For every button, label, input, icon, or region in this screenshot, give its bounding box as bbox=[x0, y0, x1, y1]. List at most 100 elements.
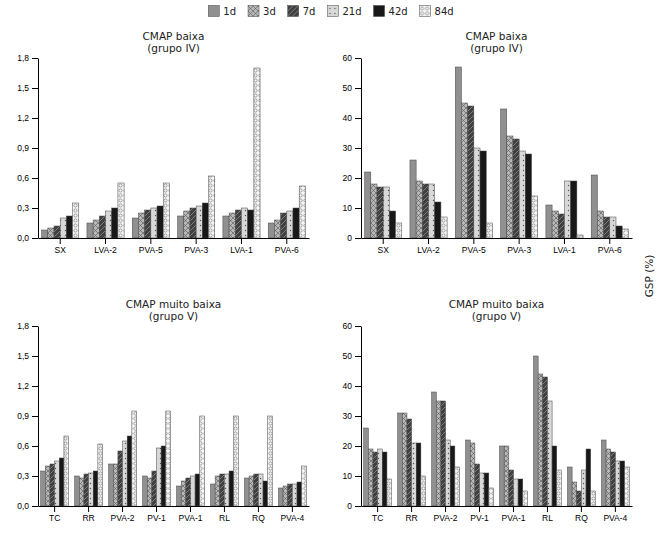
tick-mark bbox=[355, 178, 361, 179]
bar bbox=[378, 449, 383, 506]
bar bbox=[429, 184, 435, 238]
tick-label: 1,8 bbox=[17, 321, 29, 331]
tick-label: PVA-2 bbox=[434, 513, 458, 523]
x-axis: TCRRPVA-2PV-1PVA-1RLRQPVA-4 bbox=[362, 506, 633, 523]
bar bbox=[93, 471, 98, 506]
bar bbox=[113, 464, 118, 506]
tick: PVA-6 bbox=[275, 238, 299, 255]
bar bbox=[202, 203, 208, 238]
bar bbox=[254, 474, 259, 506]
bar-series bbox=[73, 68, 306, 238]
bar bbox=[567, 467, 572, 506]
axis-line bbox=[361, 327, 362, 507]
legend-swatch bbox=[374, 6, 385, 17]
bar bbox=[79, 478, 84, 506]
tick: 10 bbox=[343, 203, 361, 213]
legend-item: 42d bbox=[374, 6, 408, 17]
bar bbox=[489, 488, 494, 506]
panel: TCRRPVA-2PV-1PVA-1RLRQPVA-40102030405060… bbox=[343, 298, 633, 523]
bar bbox=[396, 223, 402, 238]
bar bbox=[416, 443, 421, 506]
tick-mark bbox=[54, 506, 55, 512]
tick-label: 1,2 bbox=[17, 113, 29, 123]
bar bbox=[258, 474, 263, 506]
legend-swatch bbox=[420, 6, 431, 17]
bar bbox=[151, 208, 157, 238]
legend-item: 3d bbox=[248, 6, 276, 17]
bar bbox=[254, 68, 260, 238]
tick: 30 bbox=[343, 143, 361, 153]
bar bbox=[55, 461, 60, 506]
tick-label: SX bbox=[55, 245, 67, 255]
axis-line bbox=[39, 238, 310, 239]
bar bbox=[610, 217, 616, 238]
bar bbox=[470, 443, 475, 506]
bar bbox=[387, 479, 392, 506]
bar bbox=[525, 154, 531, 238]
tick-mark bbox=[355, 118, 361, 119]
bar bbox=[177, 486, 182, 506]
title: CMAP baixa(grupo IV) bbox=[143, 30, 205, 54]
bar-series bbox=[377, 106, 610, 238]
tick: 10 bbox=[343, 471, 361, 481]
tick-mark bbox=[519, 238, 520, 244]
bar bbox=[532, 196, 538, 238]
tick-mark bbox=[355, 208, 361, 209]
tick-mark bbox=[377, 506, 378, 512]
tick-label: TC bbox=[49, 513, 60, 523]
tick-label: PVA-6 bbox=[598, 245, 622, 255]
tick-mark bbox=[32, 326, 38, 327]
tick-label: 0,9 bbox=[17, 411, 29, 421]
bar bbox=[480, 473, 485, 506]
tick-mark bbox=[60, 238, 61, 244]
bar bbox=[161, 446, 166, 506]
bar bbox=[45, 466, 50, 506]
tick-label: 0,6 bbox=[17, 173, 29, 183]
tick-label: RL bbox=[542, 513, 553, 523]
tick-label: PVA-2 bbox=[111, 513, 135, 523]
bar bbox=[547, 401, 552, 506]
tick-label: 0,0 bbox=[17, 233, 29, 243]
bar bbox=[209, 176, 215, 238]
bar bbox=[450, 446, 455, 506]
legend-swatch bbox=[208, 6, 219, 17]
bar bbox=[371, 184, 377, 238]
bar bbox=[557, 470, 562, 506]
bar bbox=[241, 208, 247, 238]
tick-label: 10 bbox=[343, 471, 353, 481]
bar bbox=[435, 202, 441, 238]
tick-label: RQ bbox=[252, 513, 265, 523]
tick: PVA-5 bbox=[462, 238, 486, 255]
tick: 0 bbox=[347, 233, 361, 243]
axis-line bbox=[39, 506, 310, 507]
bars bbox=[41, 411, 307, 506]
tick-label: 10 bbox=[343, 203, 353, 213]
legend-item: 7d bbox=[288, 6, 316, 17]
bar bbox=[274, 220, 280, 238]
bar bbox=[577, 235, 583, 238]
bar-series bbox=[389, 151, 622, 238]
axis-line bbox=[362, 238, 633, 239]
bar bbox=[486, 223, 492, 238]
bar bbox=[118, 183, 124, 238]
tick-mark bbox=[32, 58, 38, 59]
tick: 0,3 bbox=[17, 471, 38, 481]
tick: PVA-1 bbox=[502, 506, 526, 523]
tick-mark bbox=[258, 506, 259, 512]
bar bbox=[223, 216, 229, 238]
bar bbox=[268, 416, 273, 506]
tick: LVA-1 bbox=[230, 238, 253, 255]
tick-label: 1,2 bbox=[17, 381, 29, 391]
tick-mark bbox=[88, 506, 89, 512]
tick-mark bbox=[32, 238, 38, 239]
bar bbox=[407, 419, 412, 506]
bar bbox=[215, 476, 220, 506]
bar-series bbox=[64, 411, 306, 506]
tick: 50 bbox=[343, 351, 361, 361]
bar-series bbox=[373, 377, 615, 506]
tick: LVA-2 bbox=[417, 238, 440, 255]
tick-mark bbox=[32, 118, 38, 119]
bar bbox=[432, 392, 437, 506]
bar bbox=[278, 488, 283, 506]
bar bbox=[373, 452, 378, 506]
